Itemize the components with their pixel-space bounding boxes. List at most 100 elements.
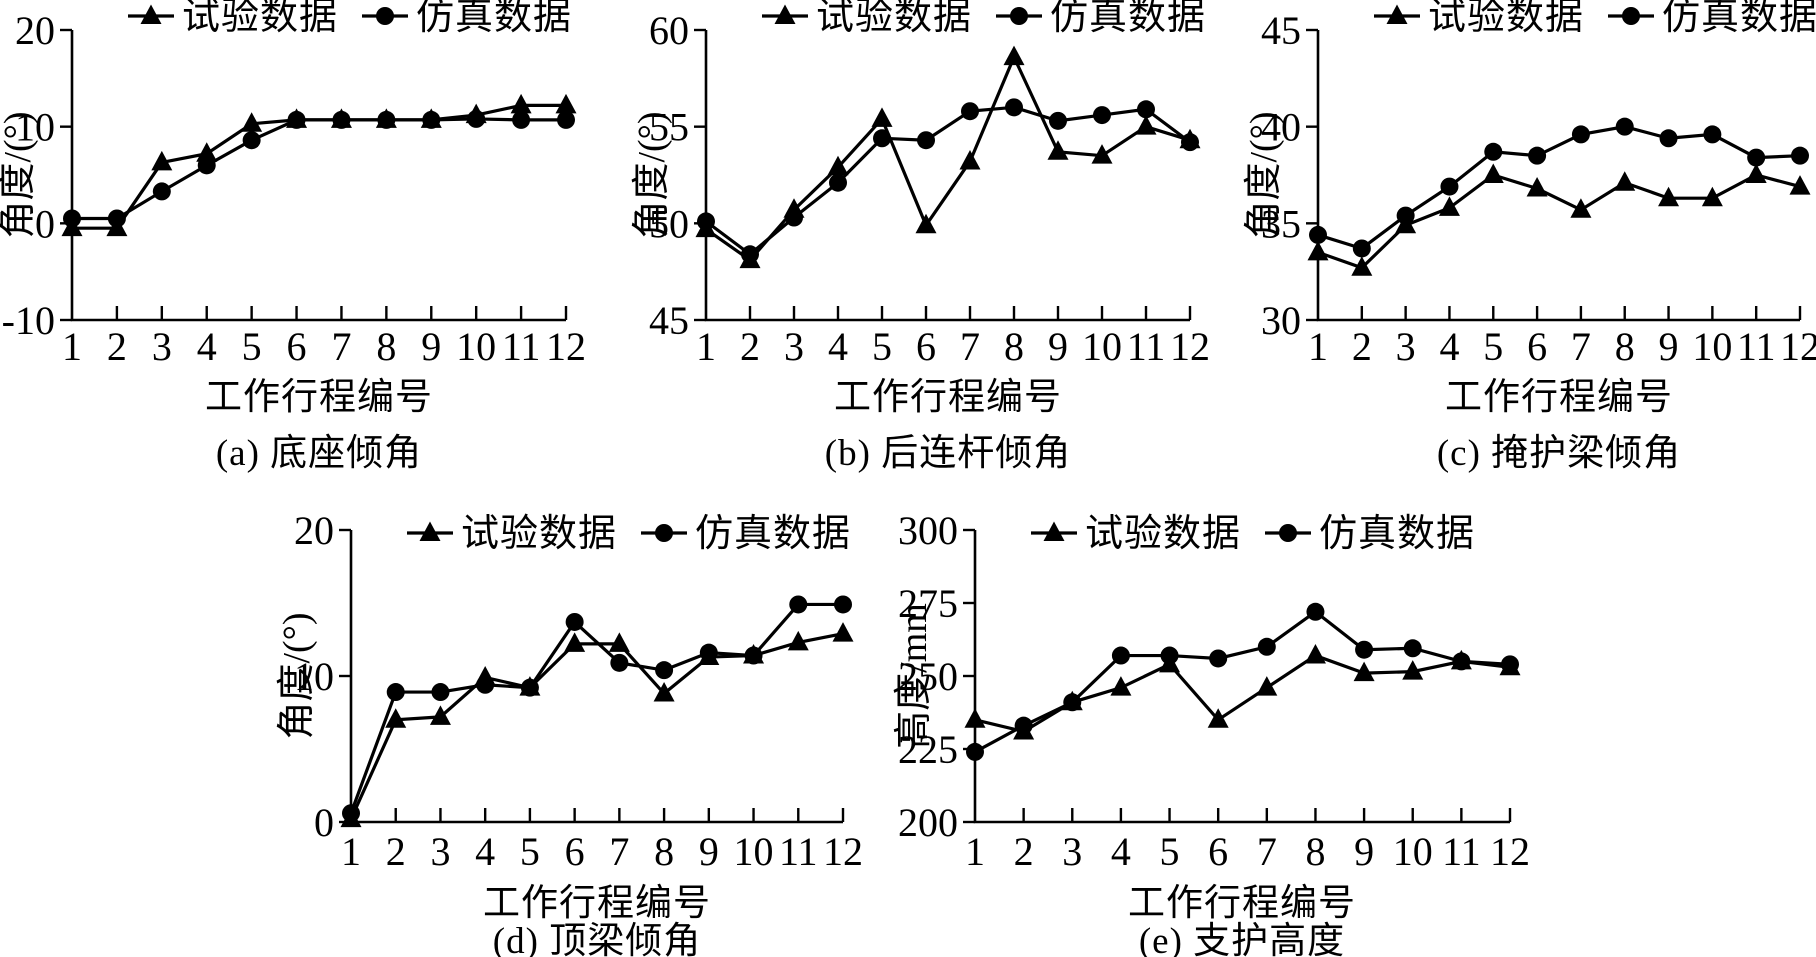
legend-triangle-icon [1386,4,1408,24]
chart-a-ylabel: 角度/(°) [0,111,39,238]
y-tick-label: 60 [649,8,689,53]
chart-b-series-2-line [705,105,1191,257]
data-point-circle-icon [557,110,575,129]
data-point-triangle-icon [1307,240,1329,261]
data-point-circle-icon [467,109,486,128]
chart-a-caption: (a) 底座倾角 [215,433,423,474]
data-point-triangle-icon [1351,256,1373,276]
x-tick-label: 6 [916,324,936,369]
data-point-circle-icon [332,110,351,129]
x-tick-label: 3 [430,829,450,874]
y-tick-label: 50 [649,201,689,246]
data-point-circle-icon [1352,239,1371,258]
data-point-circle-icon [1257,637,1276,656]
data-point-circle-icon [152,182,171,201]
y-tick-label: 10 [15,105,55,150]
chart-b-ylabel: 角度/(°) [631,111,673,238]
data-point-circle-icon [1309,225,1327,244]
x-tick-label: 10 [1082,324,1122,369]
x-tick-label: 4 [1439,324,1459,369]
y-tick-label: 20 [294,508,334,553]
data-point-triangle-icon [1091,144,1113,164]
x-tick-label: 5 [872,324,892,369]
x-tick-label: 12 [1780,324,1816,369]
x-tick-label: 7 [331,324,351,369]
x-tick-label: 2 [107,324,127,369]
chart-c-axis-line [1316,30,1800,322]
chart-e-series-1-markers [964,644,1521,740]
legend-item-label: 仿真数据 [695,513,851,555]
x-tick-label: 12 [823,829,863,874]
data-point-circle-icon [1659,129,1678,148]
data-point-triangle-icon [1256,676,1278,696]
data-point-circle-icon [829,173,847,192]
legend-circle-icon [1010,7,1028,25]
data-point-triangle-icon [1658,186,1680,207]
x-tick-label: 8 [1305,829,1325,874]
y-tick-label: 225 [898,727,958,772]
data-point-circle-icon [565,612,584,631]
y-tick-label: 45 [1261,8,1301,53]
chart-d-caption: (d) 顶梁倾角 [492,921,702,957]
chart-d-series-2-markers [342,595,852,823]
data-point-triangle-icon [1304,644,1326,664]
x-tick-label: 6 [1208,829,1228,874]
x-tick-label: 7 [960,324,980,369]
data-point-triangle-icon [1003,45,1025,66]
data-point-circle-icon [1484,142,1503,161]
data-point-circle-icon [422,110,441,129]
data-point-triangle-icon [241,112,263,132]
data-point-triangle-icon [429,705,451,725]
x-tick-label: 5 [1160,829,1180,874]
chart-b-legend: 试验数据 仿真数据 [762,0,1206,38]
data-point-circle-icon [1703,125,1722,144]
data-point-triangle-icon [1570,198,1592,218]
legend-item-label: 仿真数据 [1050,0,1206,38]
x-tick-label: 4 [828,324,848,369]
chart-b-caption: (b) 后连杆倾角 [824,433,1072,474]
data-point-circle-icon [873,129,891,148]
data-point-circle-icon [1063,693,1082,712]
x-tick-label: 6 [287,324,307,369]
chart-e-series-2-line [974,609,1511,754]
data-point-circle-icon [107,209,126,228]
data-point-triangle-icon [1135,115,1157,135]
x-tick-label: 8 [654,829,674,874]
chart-e-series-2-markers [966,602,1519,761]
data-point-circle-icon [1137,100,1155,119]
data-point-circle-icon [1181,133,1199,152]
data-point-triangle-icon [959,149,981,170]
data-point-circle-icon [512,110,531,129]
data-point-circle-icon [1355,640,1374,659]
x-tick-label: 2 [1352,324,1372,369]
data-point-circle-icon [242,131,261,150]
x-tick-label: 8 [1004,324,1024,369]
x-tick-label: 2 [740,324,760,369]
data-point-triangle-icon [1402,660,1424,680]
data-point-circle-icon [697,212,715,231]
data-point-circle-icon [741,245,759,264]
legend-item-label: 试验数据 [182,0,338,38]
data-point-circle-icon [961,102,979,121]
x-tick-label: 6 [1527,324,1547,369]
data-point-circle-icon [342,804,360,823]
x-tick-label: 11 [1127,324,1166,369]
x-tick-label: 7 [609,829,629,874]
chart-a-axis-line [70,30,566,322]
chart-d-series-1-line [349,632,844,820]
legend-item-label: 试验数据 [816,0,972,38]
data-point-circle-icon [1452,652,1471,671]
chart-c-xlabel: 工作行程编号 [1445,377,1673,418]
data-point-triangle-icon [1526,177,1548,197]
data-point-circle-icon [699,643,718,662]
x-tick-label: 9 [699,829,719,874]
y-tick-label: 10 [294,654,334,699]
x-tick-label: 11 [502,324,541,369]
x-tick-label: 3 [152,324,172,369]
data-point-triangle-icon [564,632,586,652]
legend-circle-icon [1279,524,1297,542]
